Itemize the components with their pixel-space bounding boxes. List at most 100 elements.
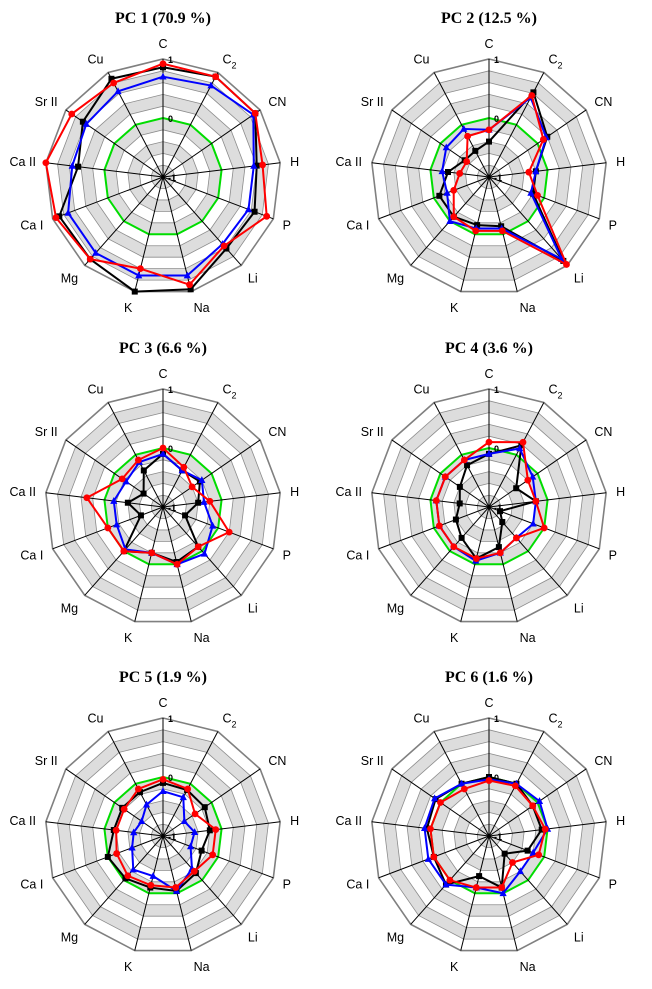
data-point [524, 476, 532, 484]
data-point [104, 853, 111, 860]
data-point [212, 826, 220, 833]
axis-spoke [488, 492, 607, 508]
axis-label: Ca II [10, 155, 36, 169]
data-point [159, 444, 167, 452]
series-line [115, 778, 217, 889]
data-point [207, 81, 215, 89]
data-point [64, 208, 72, 216]
data-point [424, 855, 432, 862]
data-point [225, 528, 233, 536]
data-point [463, 158, 471, 165]
data-point [525, 168, 533, 176]
axis-label: C2 [548, 382, 562, 400]
axis-label: Ca II [10, 814, 36, 828]
data-point [180, 817, 188, 825]
axis-spoke [84, 176, 164, 266]
data-point [186, 281, 193, 289]
data-point [529, 472, 537, 480]
grid-outer-frame [45, 717, 281, 952]
axis-label: Cu [88, 52, 104, 66]
data-point [198, 847, 205, 854]
data-point [518, 442, 525, 449]
grid-outer-frame [45, 58, 281, 293]
radar-chart: PC 5 (1.9 %) 1 0 -1 C C2 CN H P Li Na K Mg Ca I Ca II S… [10, 669, 300, 974]
data-point [173, 560, 181, 568]
axis-label: Cu [88, 711, 104, 725]
axis-spoke [162, 492, 281, 508]
axis-label: Na [520, 631, 536, 645]
data-point [179, 793, 187, 801]
axis-spoke [460, 506, 490, 622]
data-point [137, 265, 144, 273]
chart-title: PC 3 (6.6 %) [119, 340, 207, 357]
axis-label: Li [248, 930, 258, 944]
axis-label: CN [594, 754, 612, 768]
data-point [124, 872, 132, 880]
axis-spoke [378, 506, 490, 550]
chart-title: PC 6 (1.6 %) [445, 669, 533, 686]
tick-label: -1 [494, 173, 502, 183]
data-point [110, 79, 118, 87]
axis-spoke [134, 176, 164, 292]
axis-label: Ca I [20, 878, 43, 892]
axis-label: Cu [414, 711, 430, 725]
axis-spoke [391, 439, 490, 508]
axis-label: C2 [222, 52, 236, 70]
axis-spoke [488, 402, 545, 508]
data-point [460, 785, 468, 793]
data-point [130, 828, 138, 836]
data-point [486, 138, 492, 145]
data-point [519, 438, 527, 446]
axis-spoke [488, 176, 600, 220]
axis-label: P [609, 219, 617, 233]
axis-label: C2 [222, 382, 236, 400]
data-point [209, 521, 217, 529]
axis-label: K [450, 301, 459, 315]
axis-spoke [488, 176, 518, 292]
data-point [209, 851, 217, 859]
axis-spoke [162, 506, 274, 550]
data-point [172, 884, 180, 891]
grid-outer-frame [371, 58, 607, 293]
data-point [538, 826, 545, 833]
axis-label: Ca I [346, 549, 369, 563]
data-point [134, 456, 142, 464]
tick-label: 1 [494, 714, 499, 724]
data-point [142, 800, 151, 808]
data-point [485, 449, 493, 457]
data-point [188, 483, 196, 491]
axis-spoke [410, 506, 490, 596]
axis-label: C [484, 696, 493, 710]
radar-chart: PC 4 (3.6 %) 1 0 -1 C C2 CN H P Li Na K Mg Ca I Ca II S… [336, 340, 626, 645]
series-line [441, 96, 563, 261]
data-point [86, 255, 94, 263]
data-point [140, 467, 147, 474]
axis-label: Mg [387, 271, 404, 285]
axis-label: Ca II [10, 485, 36, 499]
axis-spoke [488, 109, 587, 178]
data-point [485, 126, 493, 134]
data-point [195, 499, 202, 506]
axis-label: Sr II [35, 754, 58, 768]
data-point [104, 524, 112, 532]
data-point [140, 490, 147, 497]
axis-spoke [65, 768, 164, 837]
data-point [250, 161, 258, 169]
zero-reference-ring [103, 116, 223, 236]
axis-label: C [158, 367, 167, 381]
data-point [200, 549, 209, 557]
data-point [431, 794, 439, 802]
tick-label: -1 [168, 503, 176, 513]
data-point [191, 828, 199, 835]
axis-label: Na [194, 631, 210, 645]
axis-label: Sr II [361, 425, 384, 439]
radar-panel-pc1: PC 1 (70.9 %) 1 0 -1 C C2 CN H P Li Na K Mg Ca I Ca II… [0, 0, 326, 330]
data-point [432, 497, 440, 504]
axis-label: Sr II [361, 95, 384, 109]
axis-label: Sr II [35, 95, 58, 109]
axis-label: K [124, 960, 133, 974]
series-line [44, 62, 268, 286]
axis-label: P [283, 878, 291, 892]
data-point [427, 825, 434, 833]
data-point [159, 449, 167, 457]
